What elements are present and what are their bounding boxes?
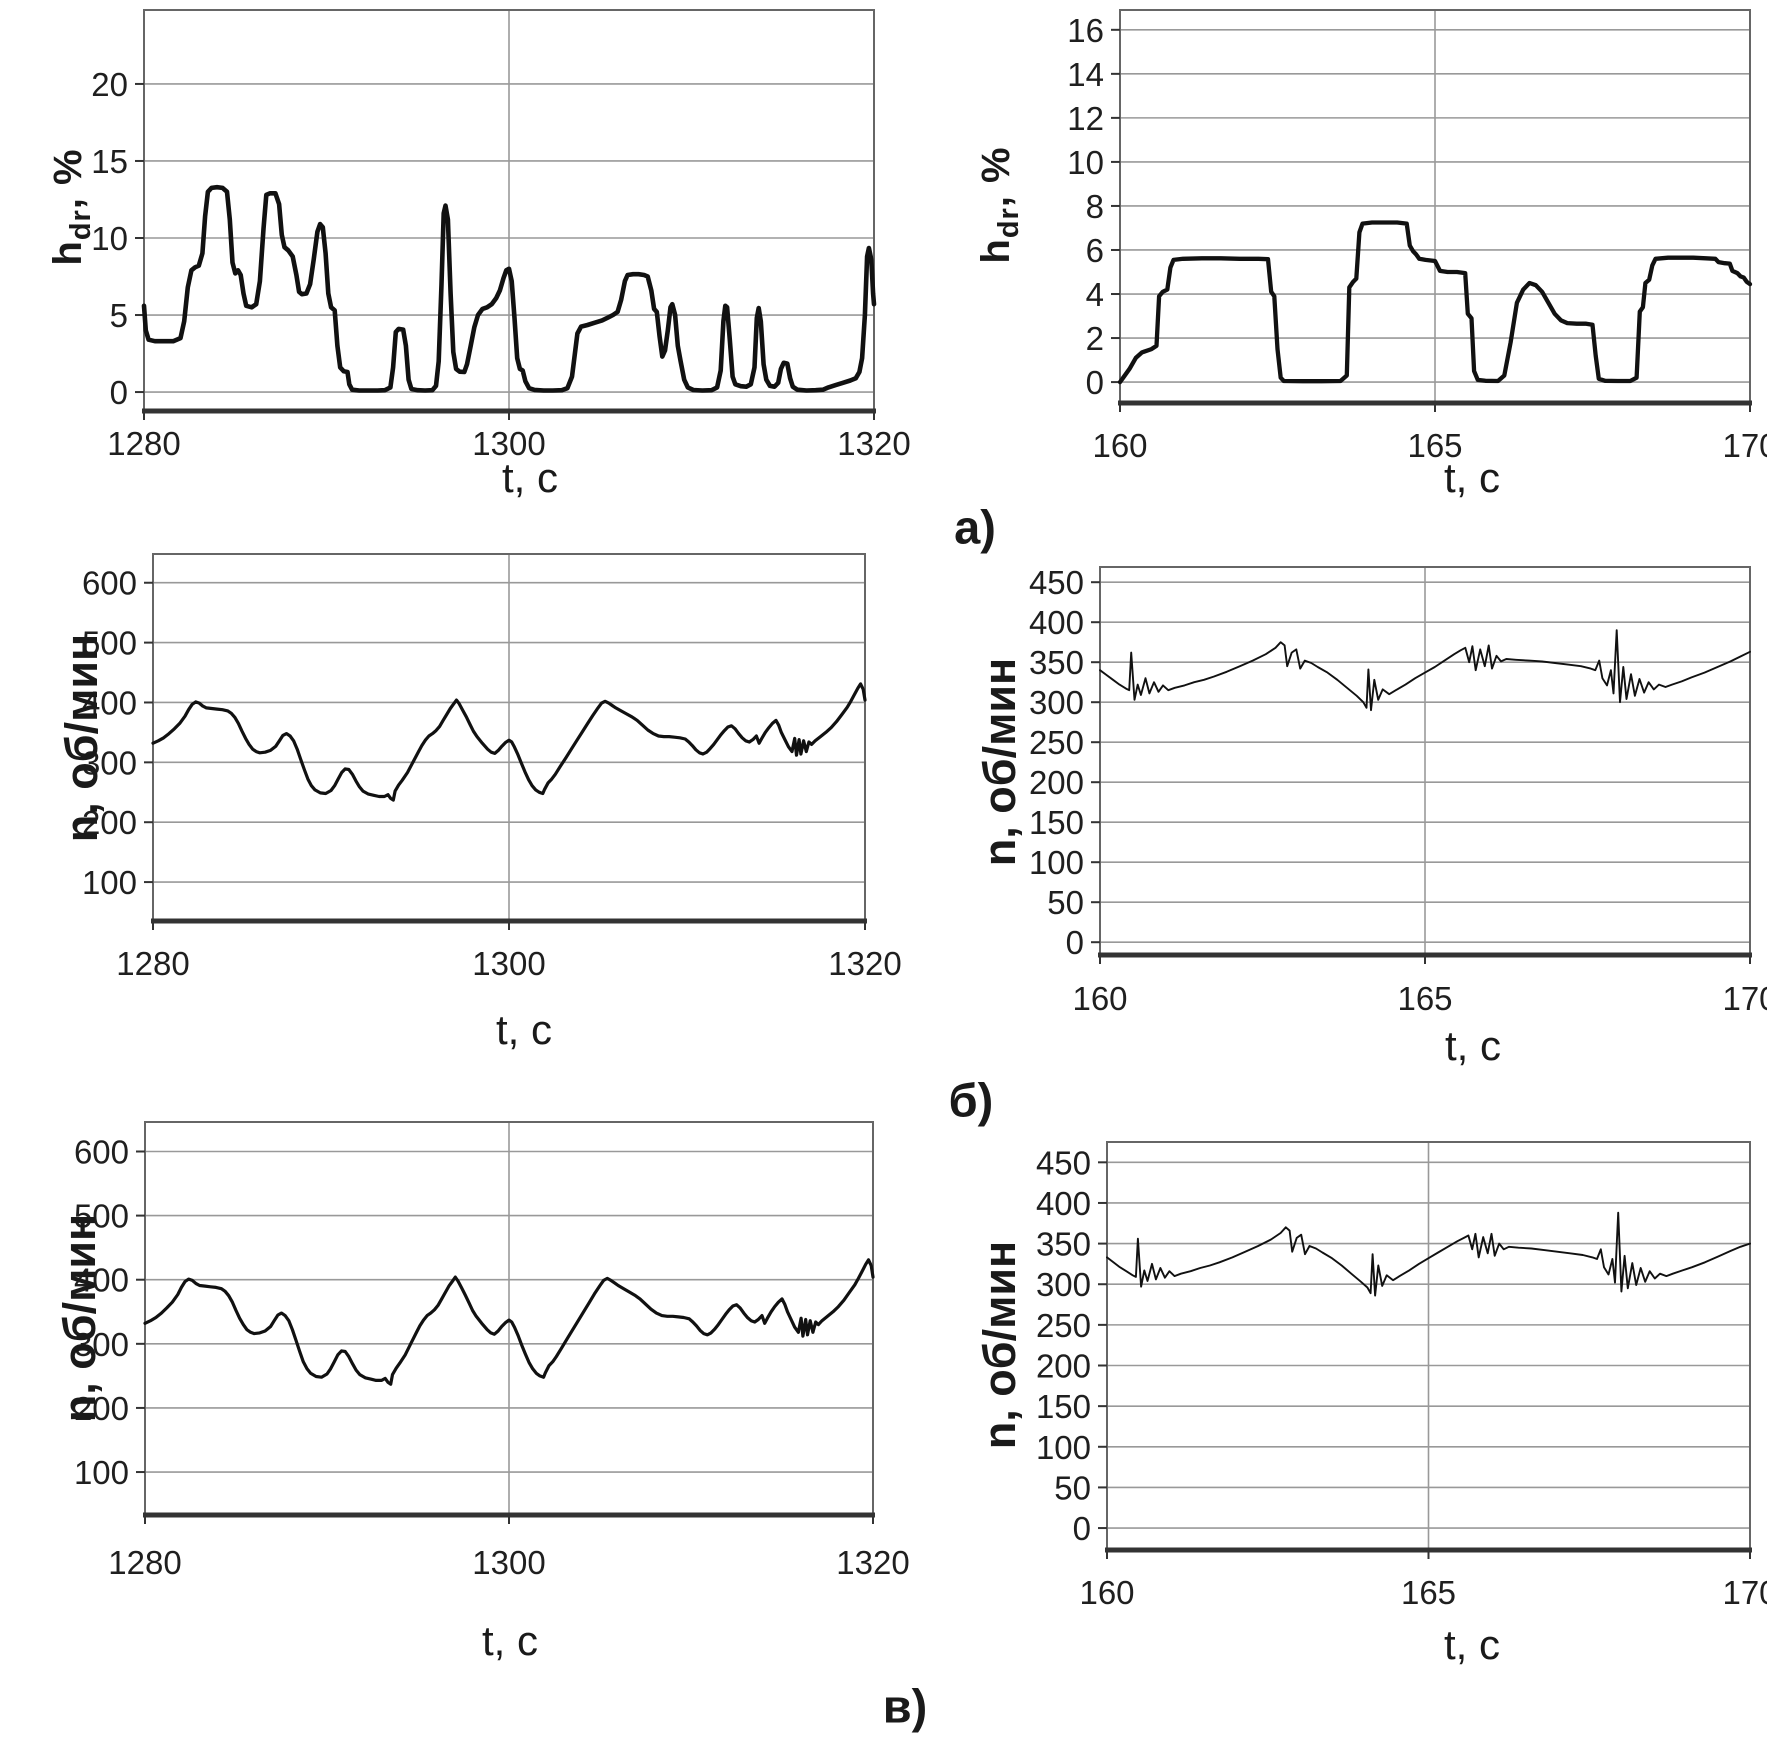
y-axis-title-n-v-right: n, об/мин (974, 1240, 1025, 1450)
y-axis-title-sub: dr (993, 207, 1025, 239)
y-tick-label: 15 (91, 143, 128, 180)
y-tick-label: 400 (74, 1262, 129, 1299)
caption-v: в) (882, 1679, 928, 1733)
chart-n-t1280-1320-v: 600 500 400 300 200 100 1280 1300 1320 (74, 1121, 910, 1581)
y-tick-label: 400 (1029, 604, 1084, 641)
y-tick-label: 600 (82, 565, 137, 602)
chart-hdr-t160-170: 16 14 12 10 8 6 4 2 0 160 165 170 (1067, 9, 1767, 464)
y-tick-label: 350 (1036, 1226, 1091, 1263)
y-axis-title-rest: , % (974, 146, 1018, 208)
x-tick-label: 170 (1722, 427, 1767, 464)
y-tick-label: 20 (91, 66, 128, 103)
x-tick-label: 1300 (472, 945, 545, 982)
y-axis-title-rest: , % (46, 148, 90, 210)
series-hdr (141, 184, 877, 393)
x-tick-label: 1320 (837, 425, 910, 462)
x-tick-label: 165 (1401, 1574, 1456, 1611)
y-tick-label: 2 (1086, 320, 1104, 357)
y-tick-label: 100 (82, 864, 137, 901)
y-tick-label: 150 (1029, 804, 1084, 841)
x-axis-title: t, c (501, 454, 559, 501)
series-n (1099, 629, 1751, 712)
series-n (151, 682, 867, 802)
y-axis-title-hdr-right: hdr, % (974, 146, 1026, 263)
y-axis-title-main: h (974, 238, 1018, 264)
x-tick-label: 1280 (116, 945, 189, 982)
x-tick-label: 1280 (108, 1544, 181, 1581)
y-tick-label: 50 (1054, 1469, 1091, 1506)
y-tick-label: 0 (1086, 364, 1104, 401)
y-tick-label: 500 (82, 625, 137, 662)
y-axis-title-n-v-left: n, об/мин (54, 1213, 105, 1423)
x-axis-title: t, c (1444, 1022, 1502, 1069)
y-axis-title-sub: dr (65, 209, 97, 241)
y-tick-label: 350 (1029, 644, 1084, 681)
y-axis-title-n-b-left: n, об/мин (56, 633, 107, 843)
x-tick-label: 160 (1079, 1574, 1134, 1611)
x-tick-label: 170 (1722, 980, 1767, 1017)
series-hdr (1117, 220, 1753, 385)
y-tick-label: 4 (1086, 276, 1104, 313)
y-tick-label: 250 (1036, 1307, 1091, 1344)
y-tick-label: 450 (1036, 1144, 1091, 1181)
y-tick-label: 100 (74, 1454, 129, 1491)
y-tick-label: 400 (82, 684, 137, 721)
x-axis-title: t, c (1443, 454, 1501, 501)
x-tick-label: 1280 (107, 425, 180, 462)
x-axis-title: t, c (481, 1617, 539, 1664)
y-tick-label: 300 (74, 1326, 129, 1363)
x-axis-title: t, c (1443, 1621, 1501, 1668)
y-tick-label: 16 (1067, 12, 1104, 49)
y-tick-label: 12 (1067, 100, 1104, 137)
y-tick-label: 200 (82, 804, 137, 841)
x-tick-label: 160 (1092, 427, 1147, 464)
y-axis-title-main: h (46, 240, 90, 266)
y-tick-label: 450 (1029, 564, 1084, 601)
y-tick-label: 5 (110, 297, 128, 334)
x-tick-label: 1300 (472, 425, 545, 462)
y-tick-label: 100 (1036, 1429, 1091, 1466)
y-tick-label: 250 (1029, 724, 1084, 761)
series-n (143, 1258, 875, 1386)
y-tick-label: 0 (1066, 924, 1084, 961)
x-tick-label: 160 (1072, 980, 1127, 1017)
y-tick-label: 200 (74, 1390, 129, 1427)
y-tick-label: 200 (1036, 1348, 1091, 1385)
y-tick-label: 10 (1067, 144, 1104, 181)
y-tick-label: 0 (110, 374, 128, 411)
chart-hdr-t1280-1320: 20 15 10 5 0 1280 1300 1320 (91, 9, 911, 462)
y-tick-label: 50 (1047, 884, 1084, 921)
caption-a: а) (954, 500, 996, 554)
x-tick-label: 1300 (472, 1544, 545, 1581)
chart-n-t1280-1320-b: 600 500 400 300 200 100 1280 1300 1320 (82, 553, 902, 982)
x-tick-label: 165 (1407, 427, 1462, 464)
series-n (1106, 1211, 1751, 1297)
caption-b: б) (948, 1073, 994, 1127)
y-tick-label: 100 (1029, 844, 1084, 881)
y-tick-label: 300 (1036, 1266, 1091, 1303)
x-tick-label: 170 (1722, 1574, 1767, 1611)
y-tick-label: 400 (1036, 1185, 1091, 1222)
x-tick-label: 165 (1397, 980, 1452, 1017)
y-tick-label: 200 (1029, 764, 1084, 801)
y-axis-title-hdr-left: hdr, % (46, 148, 98, 265)
y-tick-label: 150 (1036, 1388, 1091, 1425)
y-tick-label: 6 (1086, 232, 1104, 269)
y-axis-title-n-b-right: n, об/мин (974, 657, 1025, 867)
y-tick-label: 300 (1029, 684, 1084, 721)
y-tick-label: 10 (91, 220, 128, 257)
y-tick-label: 300 (82, 744, 137, 781)
x-axis-title: t, c (495, 1006, 553, 1053)
y-tick-label: 14 (1067, 56, 1104, 93)
y-tick-label: 600 (74, 1133, 129, 1170)
x-tick-label: 1320 (828, 945, 901, 982)
x-tick-label: 1320 (836, 1544, 909, 1581)
y-tick-label: 500 (74, 1198, 129, 1235)
y-tick-label: 8 (1086, 188, 1104, 225)
y-tick-label: 0 (1073, 1510, 1091, 1547)
